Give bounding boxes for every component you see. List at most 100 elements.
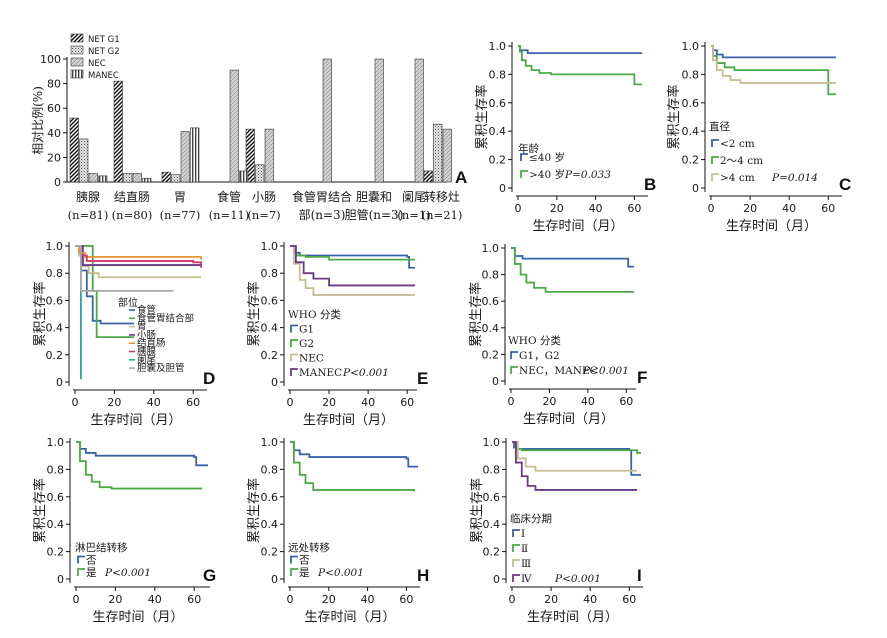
y-tick-label: 1.0: [482, 242, 500, 255]
bar: [264, 128, 274, 183]
km-curve: [518, 45, 643, 54]
y-tick-label: 1.0: [46, 240, 64, 253]
y-tick-label: 0: [493, 573, 500, 586]
category-label: 小肠: [252, 190, 276, 204]
y-tick-label: 100: [40, 53, 61, 66]
bar: [433, 123, 443, 183]
x-axis-label: 生存时间（月）: [726, 219, 817, 234]
bar: [171, 174, 181, 183]
bar: [113, 80, 123, 183]
legend-label: Ⅰ: [521, 528, 525, 540]
km-curve: [511, 247, 634, 293]
category-n-label: (n=11): [209, 208, 250, 222]
x-axis-label: 生存时间（月）: [527, 610, 618, 625]
legend-label: G2: [299, 338, 314, 350]
x-tick-label: 60: [399, 593, 413, 606]
x-axis-label: 生存时间（月）: [532, 219, 623, 234]
legend-label: NET G1: [88, 35, 120, 45]
y-tick-label: 0.8: [47, 463, 65, 476]
legend-swatch: [290, 353, 298, 362]
km-curve: [711, 45, 837, 84]
legend-label: 小肠: [137, 330, 156, 341]
legend-swatch: [290, 368, 298, 376]
legend-label: 结直肠: [137, 337, 166, 349]
x-axis-label: 生存时间（月）: [90, 413, 181, 428]
x-tick-label: 60: [627, 202, 641, 215]
legend-label: >4 cm: [720, 172, 755, 184]
y-tick-label: 0.2: [46, 349, 64, 362]
legend-title: WHO 分类: [288, 308, 341, 321]
y-tick-label: 20: [47, 151, 61, 164]
y-tick-label: 80: [47, 78, 61, 91]
legend-title: 直径: [709, 120, 730, 133]
x-tick-label: 0: [72, 396, 79, 409]
panel-letter: B: [644, 175, 656, 194]
bar: [229, 69, 239, 183]
y-tick-label: 0.4: [261, 518, 279, 531]
y-tick-label: 0.6: [482, 295, 500, 308]
x-tick-label: 60: [821, 202, 835, 215]
x-tick-label: 40: [361, 396, 375, 409]
legend-label: 食管胃结合部: [137, 312, 194, 324]
x-tick-label: 60: [186, 396, 200, 409]
x-tick-label: 0: [287, 396, 294, 409]
x-tick-label: 40: [589, 202, 603, 215]
panel-a-chart: 0 20 40 60 80 100 相对比例(%) 胰腺 (n=81) 结直肠 (n=80) 胃 (n=…: [31, 33, 467, 222]
legend-swatch: [77, 568, 85, 576]
km-curve: [512, 441, 641, 454]
km-curve: [512, 441, 638, 491]
km-curve: [518, 45, 643, 86]
legend-label: 否: [299, 555, 310, 567]
y-axis-label: 累积生存率: [468, 282, 484, 347]
y-tick-label: 0.4: [489, 125, 507, 138]
x-tick-label: 40: [583, 593, 597, 606]
x-tick-label: 40: [581, 395, 595, 408]
bar: [322, 58, 332, 183]
y-tick-label: 1.0: [682, 40, 700, 53]
panel-letter: G: [203, 566, 216, 585]
panel-g-chart: 0 0.2 0.4 0.6 0.8 1.0 0 20 40 60 生存时间（月） 累积生存率淋巴结转移…: [32, 436, 216, 625]
bar: [245, 128, 255, 183]
y-tick-label: 0.6: [261, 294, 279, 307]
x-tick-label: 60: [619, 395, 633, 408]
panel-c-chart: 0 0.2 0.4 0.6 0.8 1.0 0 20 40 60 生存时间（月） 累积生存率 直径 <2 …: [666, 40, 851, 234]
y-tick-label: 1.0: [47, 436, 65, 449]
category-label: 食管: [217, 189, 241, 204]
x-tick-label: 60: [187, 593, 201, 606]
category-label: 食管胃结合: [292, 189, 352, 204]
x-tick-label: 20: [322, 396, 336, 409]
legend-swatch: [290, 568, 298, 576]
km-curve: [290, 245, 415, 296]
y-tick-label: 0: [56, 376, 63, 389]
panel-letter: D: [203, 369, 215, 388]
y-tick-label: 40: [47, 127, 61, 140]
legend-label: 胆囊及胆管: [137, 362, 185, 374]
legend-label: 阑尾: [137, 354, 156, 366]
x-tick-label: 20: [544, 593, 558, 606]
x-axis-label: 生存时间（月）: [304, 610, 395, 625]
legend-label: 胃: [137, 322, 147, 333]
panel-e-chart: 0 0.2 0.4 0.6 0.8 1.0 0 20 40 60 生存时间（月） 累积生存率 WHO 分…: [246, 240, 428, 428]
bar: [255, 164, 265, 183]
legend-swatch: [512, 529, 520, 537]
legend-swatch: [711, 156, 719, 164]
bar: [374, 58, 384, 183]
km-curve: [290, 245, 415, 287]
bar: [142, 178, 152, 183]
y-tick-label: 0: [57, 573, 64, 586]
bar: [88, 173, 98, 183]
y-tick-label: 60: [47, 102, 61, 115]
panel-letter: H: [417, 566, 429, 585]
legend-swatch: [290, 324, 298, 333]
y-tick-label: 0: [271, 376, 278, 389]
km-curve: [711, 45, 837, 59]
category-n-label: 胆管(n=3): [345, 207, 404, 222]
legend-label: 是: [299, 567, 310, 579]
panel-letter: F: [637, 368, 647, 387]
km-curve: [711, 45, 837, 96]
km-curve: [75, 245, 174, 292]
legend-swatch: [70, 69, 84, 79]
legend-title: 年龄: [518, 142, 539, 155]
y-tick-label: 0.4: [482, 322, 500, 335]
